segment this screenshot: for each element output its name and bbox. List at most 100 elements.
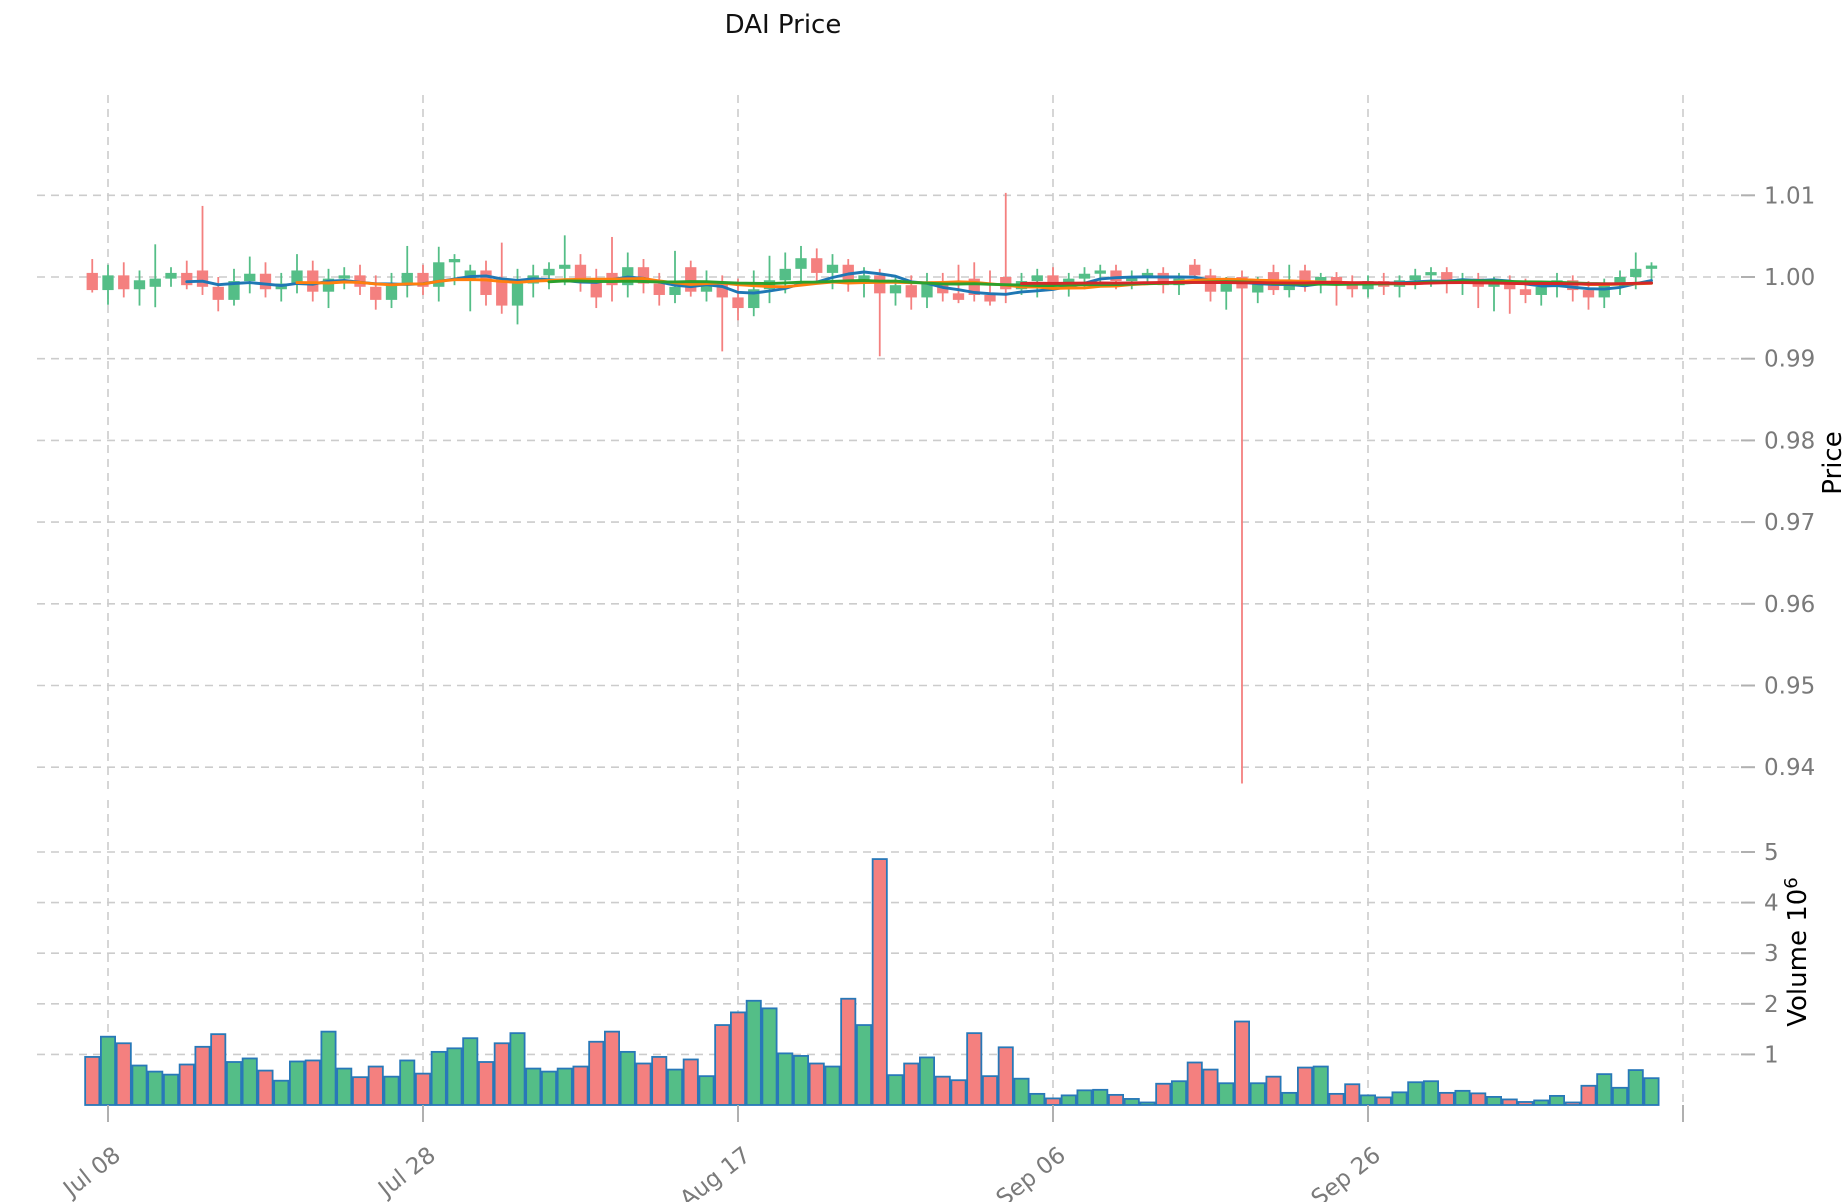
- candle-body: [244, 273, 256, 282]
- volume-bar: [840, 997, 857, 1106]
- volume-bar: [556, 1067, 573, 1106]
- candle-body: [748, 289, 760, 309]
- gridlines: [37, 95, 1750, 1105]
- volume-bar: [588, 1040, 605, 1106]
- candle-body: [1141, 272, 1154, 277]
- candle-body: [889, 285, 902, 294]
- price-tick-label: 0.99: [1764, 347, 1815, 373]
- volume-bar: [541, 1070, 558, 1106]
- volume-bar: [871, 858, 888, 1106]
- volume-bar: [887, 1074, 904, 1106]
- volume-bar: [257, 1069, 274, 1106]
- volume-bar: [1391, 1091, 1408, 1106]
- candle-body: [102, 275, 114, 291]
- volume-bar: [667, 1068, 684, 1106]
- volume-bar: [430, 1050, 447, 1106]
- candle-body: [228, 281, 240, 300]
- candle-body: [685, 267, 697, 292]
- moving-average-lines: [185, 270, 1653, 296]
- candle-body: [1582, 290, 1595, 298]
- candle-body: [1630, 268, 1642, 277]
- candle-body: [811, 258, 823, 273]
- candle-body: [307, 270, 319, 292]
- volume-bar: [745, 999, 762, 1106]
- candle-body: [1047, 275, 1059, 284]
- volume-axis-label: Volume 106: [1781, 877, 1813, 1027]
- chart-title: DAI Price: [725, 10, 842, 40]
- volume-bar: [1297, 1066, 1314, 1106]
- volume-bar: [1045, 1097, 1062, 1106]
- volume-bar: [1029, 1092, 1046, 1106]
- volume-bar: [1549, 1094, 1566, 1106]
- volume-bar: [115, 1042, 132, 1106]
- candle-body: [1063, 278, 1075, 284]
- candle-body: [370, 286, 382, 300]
- candle-body: [732, 297, 744, 309]
- candle-body: [716, 283, 728, 298]
- candle-body: [905, 285, 917, 298]
- volume-bar: [1407, 1081, 1424, 1106]
- volume-bar: [950, 1079, 967, 1106]
- candle-body: [196, 270, 209, 287]
- volume-bar: [1454, 1089, 1471, 1106]
- volume-bar: [919, 1056, 936, 1106]
- candle-body: [496, 281, 508, 306]
- volume-bar: [1249, 1082, 1266, 1106]
- volume-bar: [1438, 1091, 1455, 1106]
- volume-bar: [1281, 1091, 1298, 1106]
- price-axis-label: Price: [1818, 431, 1847, 494]
- candle-body: [149, 278, 161, 287]
- price-tick-label: 0.97: [1764, 510, 1815, 536]
- volume-bar: [651, 1056, 668, 1106]
- volume-bar: [1060, 1094, 1077, 1106]
- volume-bar: [730, 1011, 747, 1106]
- candle-body: [212, 286, 224, 300]
- candle-body: [1110, 270, 1122, 282]
- candle-body: [118, 275, 130, 290]
- moving-average-line: [547, 279, 1653, 288]
- candle-body: [165, 272, 177, 279]
- volume-bar: [1108, 1093, 1125, 1106]
- candle-body: [653, 283, 665, 295]
- candle-body: [181, 272, 193, 286]
- candle-body: [1425, 272, 1437, 276]
- volume-bar: [714, 1024, 731, 1106]
- candle-body: [1535, 286, 1547, 295]
- volume-bar: [1123, 1098, 1140, 1106]
- candle-body: [826, 264, 839, 273]
- candle-body: [133, 280, 146, 290]
- volume-bar: [824, 1065, 841, 1106]
- volume-bar: [635, 1062, 652, 1106]
- volume-bar: [1218, 1082, 1235, 1106]
- volume-bar: [1328, 1092, 1345, 1106]
- candle-body: [1220, 283, 1232, 292]
- volume-bar: [1171, 1080, 1188, 1106]
- volume-bar: [1312, 1065, 1329, 1106]
- volume-bar: [477, 1061, 494, 1106]
- volume-bar: [698, 1075, 715, 1106]
- candle-body: [543, 268, 555, 276]
- volume-bar: [856, 1024, 873, 1106]
- volume-bar: [997, 1046, 1014, 1106]
- candle-body: [464, 270, 476, 279]
- candle-body: [433, 262, 445, 287]
- price-tick-label: 0.95: [1764, 674, 1815, 700]
- volume-bar: [525, 1067, 542, 1106]
- volume-tick-label: 5: [1764, 840, 1779, 866]
- volume-bar: [1234, 1020, 1251, 1106]
- price-tick-label: 1.01: [1764, 183, 1815, 209]
- candle-body: [779, 268, 791, 281]
- volume-bar: [1564, 1101, 1581, 1106]
- volume-bar: [225, 1061, 242, 1106]
- volume-bar: [241, 1057, 258, 1106]
- volume-bars: [84, 858, 1660, 1106]
- candle-body: [952, 293, 965, 300]
- candle-body: [1157, 272, 1169, 286]
- date-tick-label: Jul 28: [372, 1142, 440, 1202]
- candle-body: [921, 283, 933, 298]
- candle-body: [322, 278, 335, 292]
- volume-bar: [414, 1072, 431, 1106]
- candle-body: [1409, 275, 1421, 281]
- volume-bar: [1533, 1099, 1550, 1106]
